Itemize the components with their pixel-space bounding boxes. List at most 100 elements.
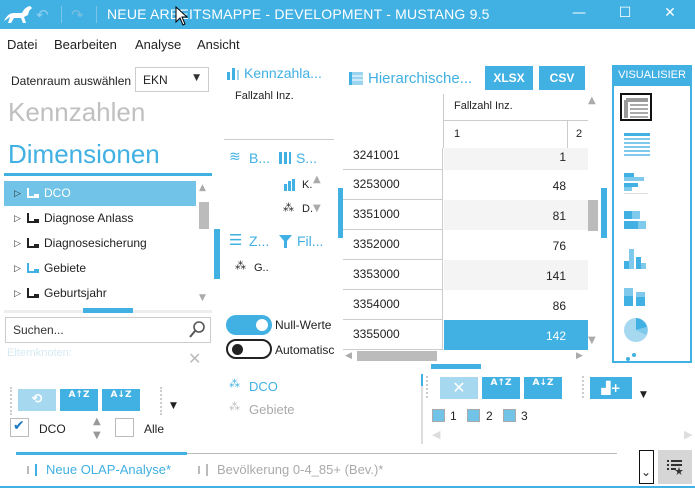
- datenraum-select[interactable]: EKN ▼: [135, 67, 209, 92]
- overflow-icon[interactable]: ▼: [170, 401, 177, 411]
- reset-button[interactable]: ⟲: [18, 389, 56, 411]
- table-row[interactable]: 3253000 48: [343, 170, 588, 200]
- sort-asc-button[interactable]: A↑Z: [60, 389, 98, 411]
- table-row-selected[interactable]: 3355000 142: [343, 320, 588, 350]
- undo-icon[interactable]: ↶: [36, 6, 49, 24]
- collapse-left-handle[interactable]: [214, 229, 220, 279]
- add-cubes-icon: ▟+: [601, 381, 621, 395]
- menu-analyse[interactable]: Analyse: [135, 37, 182, 52]
- toolbar-grip[interactable]: [10, 387, 14, 415]
- automatisch-label: Automatisc: [275, 343, 335, 357]
- scroll-left-icon[interactable]: ◀: [432, 428, 441, 441]
- tab-dimensionen[interactable]: Dimensionen: [8, 139, 160, 169]
- table-row[interactable]: 3351000 81: [343, 200, 588, 230]
- member-selection-area: ✕ A↑Z A↓Z ▟+ ▼ 1 2 3 ◀ ▶: [422, 370, 695, 445]
- tab-neue-olap-analyse[interactable]: Neue OLAP-Analyse*: [46, 462, 172, 477]
- tab-bevoelkerung[interactable]: Bevölkerung 0-4_85+ (Bev.)*: [217, 462, 384, 477]
- toolbar-grip[interactable]: [582, 376, 586, 398]
- tree-item-gebiete[interactable]: ▷ Gebiete: [4, 256, 196, 281]
- hierarchy-level-list: ⁂ DCO ⁂ Gebiete: [220, 370, 417, 445]
- tree-item-diagnose-anlass[interactable]: ▷ Diagnose Anlass: [4, 206, 196, 231]
- xlsx-export-button[interactable]: XLSX: [485, 66, 533, 90]
- column-header-1[interactable]: 1: [443, 121, 568, 148]
- overflow-icon[interactable]: ▼: [640, 390, 647, 400]
- sort-desc-button[interactable]: A↓Z: [102, 389, 140, 411]
- bar-chart-horizontal-icon[interactable]: [620, 171, 652, 199]
- menu-bearbeiten[interactable]: Bearbeiten: [54, 37, 117, 52]
- column-header-2[interactable]: 2: [576, 128, 583, 140]
- column-chart-icon[interactable]: [620, 245, 652, 273]
- stacked-column-icon[interactable]: [620, 282, 652, 310]
- add-member-button[interactable]: ▟+: [590, 377, 632, 399]
- menu-ansicht[interactable]: Ansicht: [197, 37, 240, 52]
- left-panel: Datenraum auswählen EKN ▼ Kennzahlen Dim…: [0, 59, 214, 451]
- move-up-icon[interactable]: ▲: [313, 174, 321, 185]
- collapse-vis-handle[interactable]: [601, 188, 607, 238]
- tree-scrollbar[interactable]: ▲ ▼: [197, 181, 211, 305]
- kennzahl-item[interactable]: Fallzahl Inz.: [235, 90, 294, 102]
- tree-item-label: Diagnose Anlass: [44, 211, 134, 225]
- expand-icon[interactable]: ▷: [14, 288, 21, 298]
- null-werte-toggle[interactable]: [226, 315, 272, 335]
- scroll-up-icon[interactable]: ▲: [588, 95, 596, 106]
- favorites-button[interactable]: [658, 450, 692, 484]
- tree-item-geburtsjahr[interactable]: ▷ Geburtsjahr: [4, 281, 196, 305]
- tab-kennzahlen[interactable]: Kennzahlen: [8, 97, 146, 127]
- menu-datei[interactable]: Datei: [7, 37, 38, 52]
- expand-icon[interactable]: ▷: [14, 238, 21, 248]
- collapse-layout-handle[interactable]: [338, 188, 344, 238]
- table-scroll-thumb[interactable]: [588, 200, 598, 231]
- tab-list-dropdown[interactable]: ⌄: [639, 450, 654, 484]
- spin-up-icon[interactable]: ▲: [93, 416, 101, 427]
- search-icon[interactable]: [188, 320, 206, 340]
- scroll-down-icon[interactable]: ▼: [199, 293, 206, 303]
- maximize-button[interactable]: ☐: [618, 5, 632, 21]
- list-view-icon[interactable]: [620, 131, 652, 159]
- minimize-button[interactable]: —: [572, 5, 586, 21]
- column-header-measure[interactable]: Fallzahl Inz.: [443, 94, 588, 121]
- toolbar-grip[interactable]: [426, 376, 430, 398]
- expand-icon[interactable]: ▷: [14, 188, 21, 198]
- clear-icon[interactable]: ✕: [188, 349, 202, 368]
- search-input[interactable]: Suchen...: [5, 317, 211, 343]
- spalten-item-d[interactable]: D.: [302, 203, 313, 215]
- close-button[interactable]: ✕: [664, 5, 676, 21]
- table-row[interactable]: 3352000 76: [343, 230, 588, 260]
- expand-icon[interactable]: ▷: [14, 213, 21, 223]
- scroll-left-icon[interactable]: ◀: [345, 351, 352, 361]
- pie-chart-icon[interactable]: [620, 315, 652, 343]
- tree-item-dco[interactable]: ▷ DCO: [4, 181, 196, 206]
- zeilen-item-g[interactable]: G..: [254, 262, 269, 274]
- scroll-down-icon[interactable]: ▼: [588, 335, 596, 346]
- expand-icon[interactable]: ▷: [14, 263, 21, 273]
- scroll-right-icon[interactable]: ▶: [684, 428, 693, 441]
- spalten-item-k[interactable]: K.: [302, 179, 313, 191]
- move-down-icon[interactable]: ▼: [313, 203, 321, 214]
- stacked-bar-horizontal-icon[interactable]: [620, 209, 652, 237]
- spin-down-icon[interactable]: ▼: [93, 430, 101, 441]
- csv-export-button[interactable]: CSV: [539, 66, 585, 90]
- splitter-handle-bottom[interactable]: [431, 364, 481, 369]
- scroll-thumb[interactable]: [199, 202, 209, 229]
- all-checkbox[interactable]: [115, 418, 134, 437]
- table-row[interactable]: 3353000 141: [343, 260, 588, 290]
- scatter-chart-icon[interactable]: [620, 349, 652, 363]
- tree-item-diagnosesicherung[interactable]: ▷ Diagnosesicherung: [4, 231, 196, 256]
- clear-selection-button[interactable]: ✕: [440, 377, 478, 399]
- divider-accent: [421, 374, 423, 386]
- automatisch-toggle[interactable]: [226, 339, 272, 359]
- redo-icon[interactable]: ↷: [71, 6, 84, 24]
- table-hscroll-thumb[interactable]: [357, 351, 437, 361]
- member-checkbox[interactable]: [10, 418, 29, 437]
- sort-asc-button[interactable]: A↑Z: [482, 377, 520, 399]
- scroll-up-icon[interactable]: ▲: [199, 183, 206, 193]
- level-item-gebiete[interactable]: Gebiete: [249, 402, 295, 417]
- splitter-handle[interactable]: [83, 308, 133, 313]
- sort-desc-button[interactable]: A↓Z: [524, 377, 562, 399]
- level-item-dco[interactable]: DCO: [249, 379, 278, 394]
- toolbar-grip[interactable]: [160, 387, 164, 415]
- table-row[interactable]: 3241001 1: [343, 148, 588, 170]
- table-row[interactable]: 3354000 86: [343, 290, 588, 320]
- vis-table-option[interactable]: [620, 93, 652, 121]
- scroll-right-icon[interactable]: ▶: [576, 351, 583, 361]
